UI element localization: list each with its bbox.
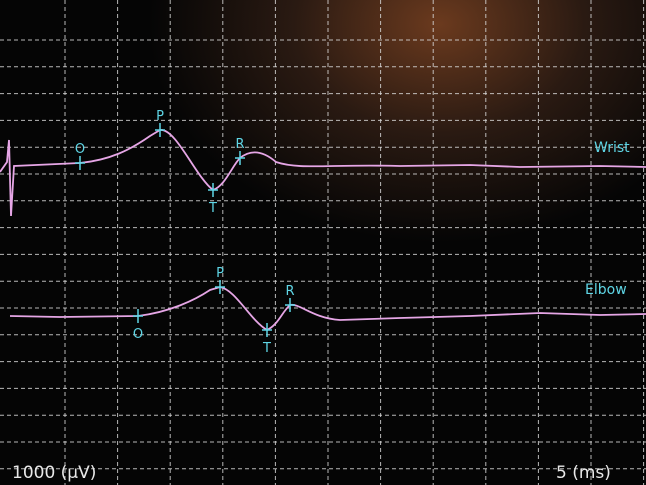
time-scale: 5 (ms)	[556, 463, 611, 483]
amplitude-scale: 1000 (μV)	[12, 463, 96, 483]
marker-label: O	[133, 327, 143, 342]
marker-label: P	[216, 266, 224, 281]
marker-label: R	[285, 284, 294, 299]
marker-label: T	[262, 341, 271, 356]
background	[0, 0, 646, 485]
marker-label: T	[208, 201, 217, 216]
trace-label: Elbow	[585, 282, 627, 298]
marker-label: P	[156, 109, 164, 124]
scope-screen: O P T R O P T R Wrist Elbow 1000 (μV) 5 (ms)	[0, 0, 646, 485]
marker-label: R	[235, 137, 244, 152]
marker-label: O	[75, 142, 85, 157]
trace-label: Wrist	[594, 140, 630, 156]
